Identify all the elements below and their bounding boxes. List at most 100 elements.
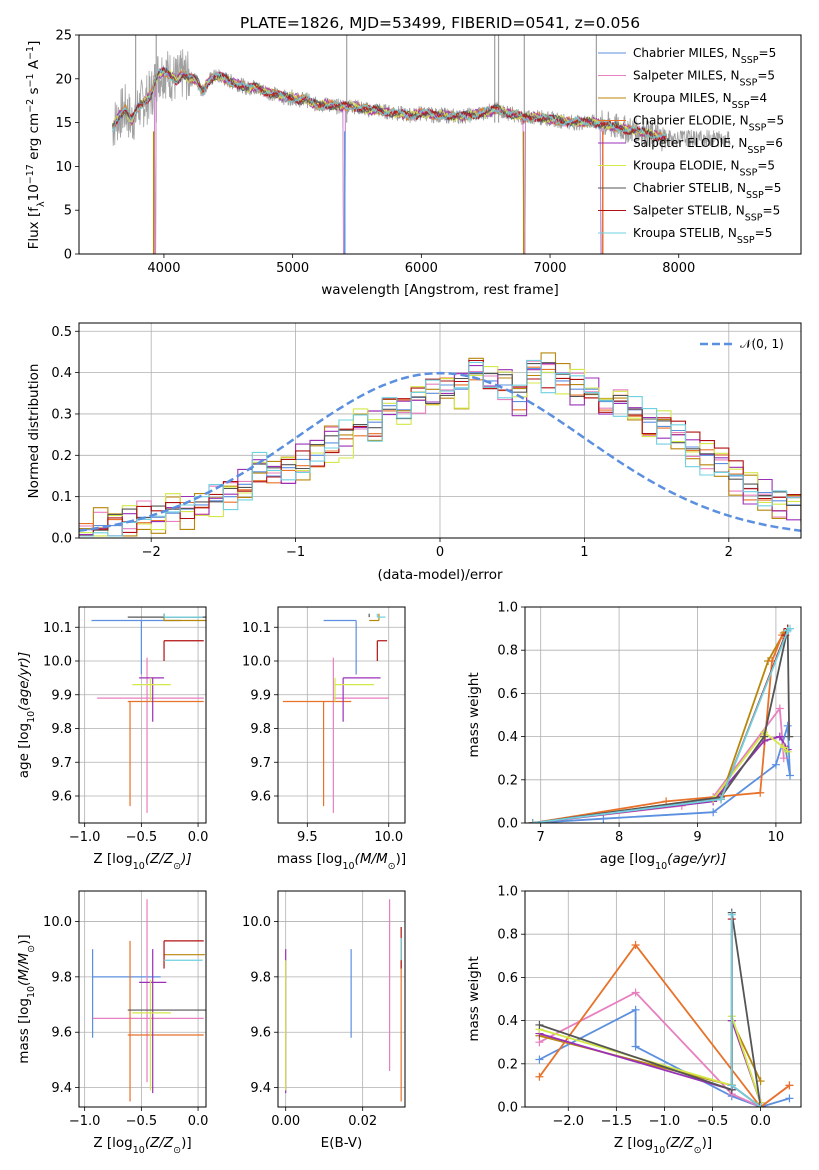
mass-vs-ebv-xlabel: E(B-V) <box>321 1135 363 1151</box>
legend-label-part: =5 <box>763 204 781 218</box>
weight-vs-z: −2.0 −1.5 −1.0 −0.5 0.0 0.0 0.2 0.4 0.6 0.8 1.0 Z [… <box>466 885 802 1156</box>
spectrum-model-line <box>112 66 667 254</box>
mass-vs-ebv-grid <box>278 891 405 1107</box>
weight-vs-z-ytick-label: 0.4 <box>497 1014 518 1029</box>
residual-grid <box>79 323 801 539</box>
weight-vs-z-marker <box>535 1055 544 1064</box>
weight-vs-age-marker <box>779 754 788 763</box>
weight-vs-z-ytick-label: 0.6 <box>497 971 518 986</box>
age-vs-z-ytick-label: 9.6 <box>51 790 72 805</box>
weight-vs-z-xlabel-part: )] <box>702 1135 713 1151</box>
weight-vs-age-xtick-label: 9 <box>693 830 701 845</box>
residual-xtick-label: 2 <box>725 545 733 560</box>
mass-vs-z-ytick-label: 9.4 <box>51 1081 72 1096</box>
weight-vs-age-marker <box>760 732 769 741</box>
weight-vs-z-series-line <box>538 943 791 1107</box>
age-vs-mass: 9.5 10.0 9.6 9.7 9.8 9.9 10.0 10.1 mass [log10(M… <box>242 606 406 872</box>
spectrum-ylabel-part: ] <box>26 41 42 46</box>
mass-vs-ebv-errorbars <box>285 899 402 1102</box>
mass-vs-ebv-ytick-label: 9.8 <box>250 970 271 985</box>
legend-label-part: SSP <box>746 190 764 201</box>
weight-vs-age-ytick-label: 0.6 <box>497 687 518 702</box>
weight-vs-age-marker <box>786 624 795 633</box>
legend-label-part: =5 <box>757 159 775 173</box>
age-vs-z-errorbars <box>91 613 206 813</box>
weight-vs-age-marker <box>779 743 788 752</box>
weight-vs-z-marker <box>727 1081 736 1090</box>
spectrum-ylabel-part: erg cm <box>26 113 42 164</box>
weight-vs-age-marker <box>771 760 780 769</box>
spectrum-xlabel: wavelength [Angstrom, rest frame] <box>321 282 559 298</box>
weight-vs-age-ylabel: mass weight <box>466 672 482 757</box>
residual-xtick-label: −1 <box>286 545 305 560</box>
weight-vs-z-series-line <box>539 912 762 1107</box>
age-vs-mass-ytick-label: 9.6 <box>250 790 271 805</box>
spectrum-ylabel-part: 10 <box>26 184 42 201</box>
legend-label: Chabrier STELIB, NSSP=5 <box>633 181 781 201</box>
residual-ytick-label: 0.3 <box>51 407 72 422</box>
residual-step-line <box>79 360 801 537</box>
legend-label: Kroupa STELIB, NSSP=5 <box>633 226 772 246</box>
weight-vs-age-xlabel-part: 10 <box>655 861 667 872</box>
weight-vs-age-xlabel-part: (age/yr)] <box>667 851 726 867</box>
mass-vs-z-ylabel-part: mass [log <box>16 998 32 1064</box>
legend-label-part: Salpeter STELIB, N <box>633 204 745 218</box>
weight-vs-age-marker <box>717 795 726 804</box>
residual-ytick-label: 0.0 <box>51 532 72 547</box>
residual-xlabel: (data-model)/error <box>377 567 503 583</box>
legend-label-part: =5 <box>757 69 775 83</box>
legend-label: Salpeter ELODIE, NSSP=6 <box>633 136 783 156</box>
age-vs-z-xtick-label: 0.0 <box>188 830 209 845</box>
weight-vs-age-xlabel-part: age [log <box>600 851 655 867</box>
weight-vs-z-marker <box>756 1077 765 1086</box>
age-vs-mass-xtick-label: 9.5 <box>297 830 318 845</box>
legend-label-part: SSP <box>745 212 763 223</box>
spectrum-ylabel-part: A <box>26 59 42 73</box>
legend-label-part: SSP <box>737 235 755 246</box>
residual-ytick-label: 0.2 <box>51 449 72 464</box>
residual-xtick-label: 1 <box>580 545 588 560</box>
weight-vs-age-lines <box>528 624 795 823</box>
residual-xtick-label: 0 <box>436 545 444 560</box>
age-vs-mass-ytick-label: 9.8 <box>250 722 271 737</box>
legend-label-part: =4 <box>749 91 767 105</box>
weight-vs-age-series-line <box>532 627 791 823</box>
age-vs-mass-xlabel-part: ⊙ <box>388 861 396 872</box>
spectrum-ylabel-part: λ <box>36 201 47 207</box>
legend-label-part: Kroupa MILES, N <box>633 91 732 105</box>
legend-label-part: SSP <box>749 122 767 133</box>
weight-vs-age-xlabel: age [log10(age/yr)] <box>600 851 726 872</box>
spectrum-legend: Chabrier MILES, NSSP=5 Salpeter MILES, NS… <box>598 46 784 246</box>
mass-vs-z: −1.0 −0.5 0.09.49.69.810.0Z [log10(Z/Z⊙)]m… <box>16 890 209 1156</box>
legend-label: Chabrier MILES, NSSP=5 <box>633 46 776 66</box>
weight-vs-z-xlabel-part: (Z/Z <box>665 1135 694 1151</box>
weight-vs-age-marker <box>775 704 784 713</box>
weight-vs-age-marker <box>709 808 718 817</box>
weight-vs-z-xtick-label: −2.0 <box>552 1114 584 1129</box>
residual-xtick-label: −2 <box>142 545 161 560</box>
legend-label-part: =5 <box>759 46 777 60</box>
residual-steps <box>79 352 801 537</box>
weight-vs-z-marker <box>727 910 736 919</box>
legend-label-part: SSP <box>747 145 765 156</box>
legend-label-part: =5 <box>766 114 784 128</box>
weight-vs-z-marker <box>631 941 640 949</box>
mass-vs-z-xtick-label: 0.0 <box>188 1114 209 1129</box>
age-vs-z-grid <box>79 607 206 823</box>
legend-label: Salpeter MILES, NSSP=5 <box>633 69 775 89</box>
weight-vs-z-ytick-label: 0.2 <box>497 1057 518 1072</box>
spectrum-ytick-label: 20 <box>55 72 72 87</box>
normal-curve <box>79 371 801 533</box>
age-vs-z-xlabel-part: ⊙ <box>173 861 181 872</box>
spectrum-xtick-label: 5000 <box>276 261 309 276</box>
weight-vs-z-xtick-label: −0.5 <box>697 1114 729 1129</box>
mass-vs-z-errorbars <box>92 899 206 1102</box>
age-vs-z-ylabel-part: age [log <box>16 723 32 778</box>
legend-label-part: SSP <box>740 167 758 178</box>
legend-label-part: Kroupa ELODIE, N <box>633 159 740 173</box>
legend-label-part: Salpeter ELODIE, N <box>633 136 747 150</box>
spectrum-ylabel-part: −2 <box>25 99 36 113</box>
spectrum-ylabel-part: Flux [f <box>26 206 42 250</box>
legend-label-part: SSP <box>741 55 759 66</box>
mass-vs-z-grid <box>79 891 206 1107</box>
